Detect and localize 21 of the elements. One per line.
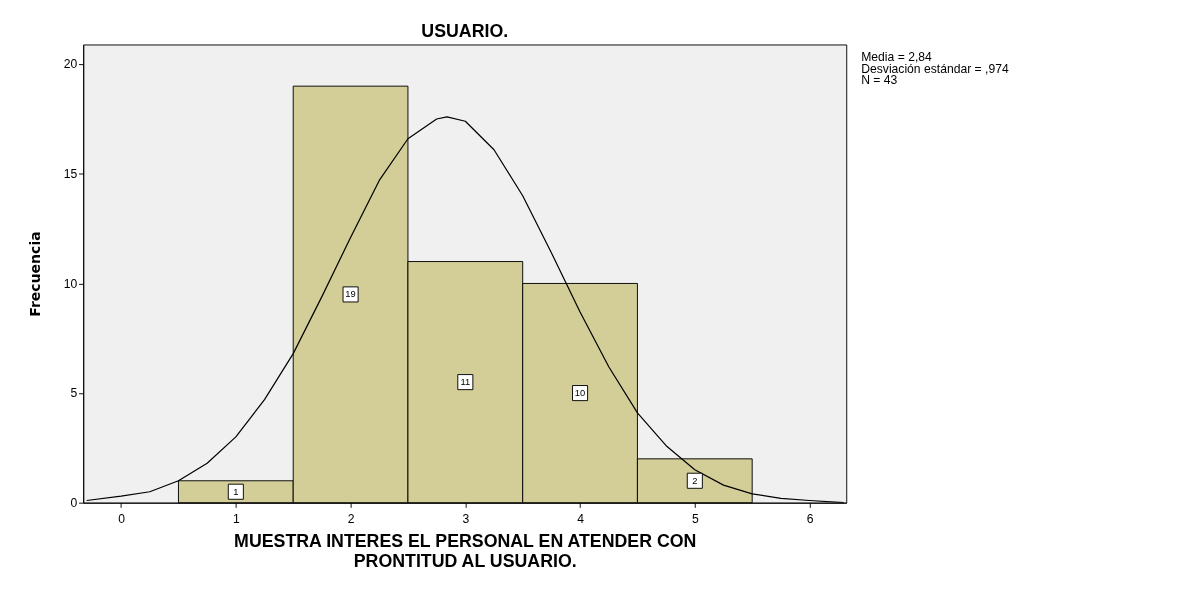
y-tick-label: 10 bbox=[63, 276, 78, 291]
x-tick-label: 2 bbox=[347, 511, 355, 526]
chart-title: USUARIO. bbox=[421, 21, 509, 42]
y-tick-label: 20 bbox=[63, 57, 78, 72]
y-axis-title: Frecuencia bbox=[27, 231, 44, 317]
x-tick-label: 4 bbox=[577, 511, 585, 526]
y-tick-label: 0 bbox=[70, 495, 78, 510]
x-tick-label: 3 bbox=[462, 511, 470, 526]
data-label: 2 bbox=[692, 475, 698, 486]
x-tick-label: 1 bbox=[232, 511, 240, 526]
x-tick-label: 5 bbox=[691, 511, 699, 526]
text: N = 43 bbox=[861, 72, 898, 87]
data-label: 11 bbox=[460, 376, 471, 387]
data-label: 1 bbox=[233, 486, 239, 497]
x-tick-label: 0 bbox=[118, 511, 126, 526]
y-tick-label: 5 bbox=[70, 386, 78, 401]
y-tick-label: 15 bbox=[63, 167, 78, 182]
x-tick-label: 6 bbox=[806, 511, 814, 526]
data-label: 10 bbox=[574, 387, 586, 398]
x-axis-title: MUESTRA INTERES EL PERSONAL EN ATENDER CON PRONTITUD AL USUARIO. bbox=[234, 531, 697, 571]
data-label: 19 bbox=[345, 289, 356, 300]
